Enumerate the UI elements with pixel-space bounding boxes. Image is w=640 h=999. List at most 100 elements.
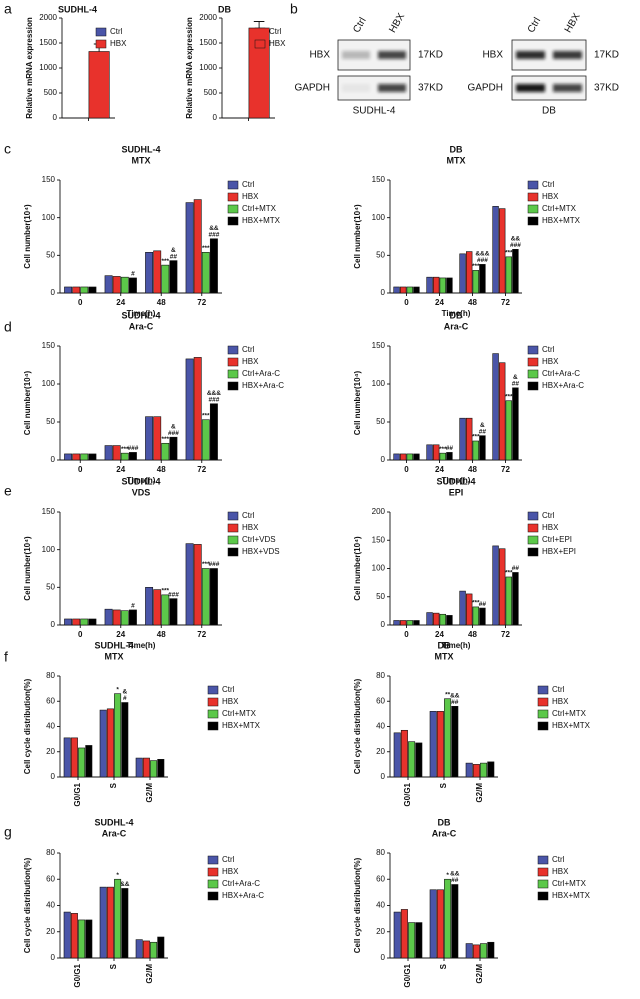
x-axis-label: Time(h) <box>442 476 471 485</box>
y-tick-label: 40 <box>46 901 55 910</box>
legend-label: HBX <box>242 523 259 532</box>
y-tick-label: 60 <box>46 874 55 883</box>
x-tick-label: 24 <box>435 298 444 307</box>
y-tick-label: 150 <box>372 175 386 184</box>
y-tick-label: 150 <box>372 341 386 350</box>
bar <box>150 941 158 959</box>
x-tick-label: 24 <box>116 465 125 474</box>
y-tick-label: 0 <box>381 620 386 629</box>
legend-label: Ctrl+EPI <box>542 535 572 544</box>
y-tick-label: 0 <box>213 113 218 122</box>
bar <box>201 419 210 461</box>
blot-band <box>516 84 545 92</box>
bar <box>465 762 473 778</box>
bar <box>426 276 433 294</box>
significance-mark: # <box>131 271 135 278</box>
protein-label: GAPDH <box>294 83 330 94</box>
significance-mark: *** <box>162 588 170 595</box>
bar <box>406 620 413 626</box>
bar <box>426 612 433 626</box>
bar <box>142 757 150 778</box>
y-tick-label: 100 <box>372 213 386 222</box>
bar <box>399 286 407 294</box>
bar <box>106 708 114 778</box>
legend-swatch <box>207 685 219 695</box>
legend-label: Ctrl <box>552 855 565 864</box>
significance-mark: ### <box>510 242 521 249</box>
chart-title: DB <box>450 144 463 154</box>
bar <box>153 250 162 294</box>
legend-label: Ctrl+MTX <box>242 204 277 213</box>
legend-label: HBX <box>542 192 559 201</box>
bar <box>498 548 506 626</box>
blot-band <box>553 51 582 59</box>
legend-label: Ctrl <box>542 511 555 520</box>
y-tick-label: 20 <box>376 927 385 936</box>
significance-mark: && <box>511 236 521 243</box>
legend-label: HBX <box>269 39 286 48</box>
legend-swatch <box>527 511 539 521</box>
legend-swatch <box>527 180 539 190</box>
bar <box>209 403 218 461</box>
bar <box>153 416 162 461</box>
y-axis-label: Cell number(10⁴) <box>353 204 362 269</box>
bar <box>505 576 512 626</box>
size-label: 37KD <box>594 83 619 94</box>
chart-title: SUDHL-4 <box>121 310 160 320</box>
chart-title: DB <box>438 640 451 650</box>
bar <box>480 943 488 959</box>
significance-mark: && <box>450 871 460 878</box>
bar <box>78 747 86 778</box>
panel-label: d <box>4 319 12 335</box>
x-tick-label: 72 <box>197 630 206 639</box>
chart-title: DB <box>438 817 451 827</box>
bar <box>408 922 416 959</box>
x-tick-label: 24 <box>116 298 125 307</box>
bar <box>415 922 423 959</box>
bar <box>439 452 446 461</box>
significance-mark: && <box>120 881 130 888</box>
legend-swatch <box>207 891 219 901</box>
bar <box>128 452 137 461</box>
legend-swatch <box>227 523 239 533</box>
bar <box>135 757 143 778</box>
y-tick-label: 1500 <box>39 38 57 47</box>
x-tick-label: 48 <box>468 298 477 307</box>
bar <box>88 618 97 626</box>
legend-swatch <box>527 192 539 202</box>
legend-label: HBX+MTX <box>542 216 581 225</box>
bar <box>88 51 110 119</box>
bar <box>150 760 158 778</box>
bar <box>393 620 400 626</box>
significance-mark: * <box>446 872 449 879</box>
legend-label: HBX <box>552 867 569 876</box>
x-tick-label: 0 <box>78 298 83 307</box>
protein-label: GAPDH <box>467 83 503 94</box>
legend-label: Ctrl <box>269 27 282 36</box>
lane-label: Ctrl <box>351 16 368 35</box>
legend-swatch <box>527 381 539 391</box>
chart-title: SUDHL-4 <box>121 476 160 486</box>
y-axis-label: Cell number(10⁴) <box>23 536 32 601</box>
bar <box>399 620 407 626</box>
legend-swatch <box>207 855 219 865</box>
significance-mark: * <box>116 686 119 693</box>
bar <box>399 453 407 461</box>
legend-label: HBX+EPI <box>542 547 576 556</box>
bar <box>157 936 165 959</box>
bar <box>72 453 81 461</box>
legend-swatch <box>527 535 539 545</box>
legend-swatch <box>527 204 539 214</box>
legend-label: HBX <box>542 357 559 366</box>
significance-mark: *** <box>162 258 170 265</box>
legend-label: Ctrl+Ara-C <box>542 369 580 378</box>
chart-subtitle: Ara-C <box>129 321 154 331</box>
bar <box>498 362 506 461</box>
significance-mark: # <box>123 695 127 702</box>
bar <box>78 919 86 959</box>
x-axis-label: Time(h) <box>127 476 156 485</box>
legend-label: Ctrl <box>110 27 123 36</box>
legend-label: HBX <box>552 697 569 706</box>
x-tick-label: 24 <box>435 465 444 474</box>
legend-swatch <box>254 39 266 49</box>
